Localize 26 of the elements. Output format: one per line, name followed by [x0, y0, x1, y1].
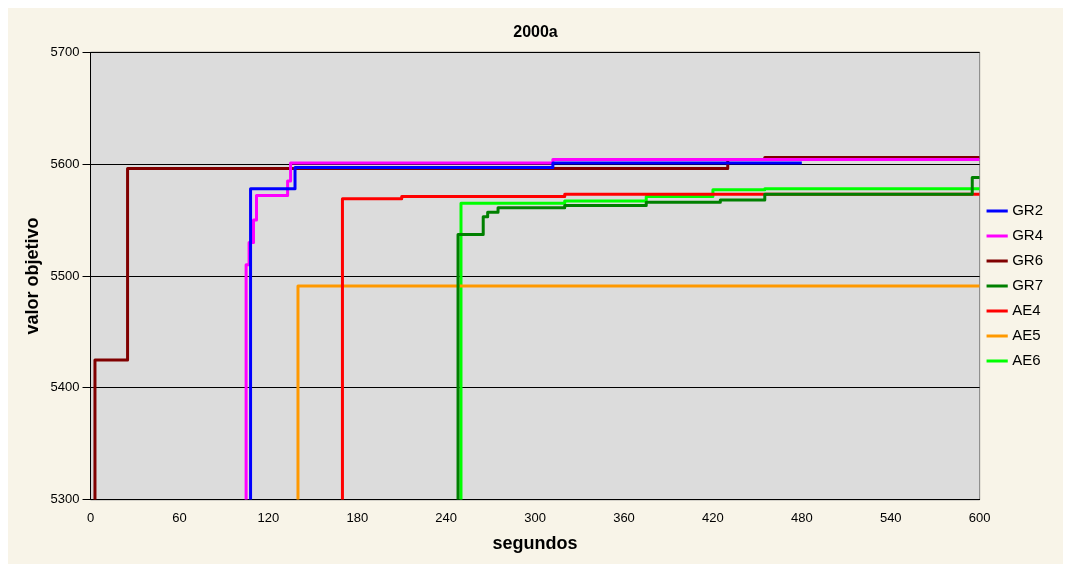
legend-label: AE4 [1012, 301, 1041, 319]
x-tick-label: 60 [172, 510, 187, 526]
x-tick-label: 600 [968, 510, 991, 526]
legend-label: GR4 [1012, 226, 1043, 244]
x-tick-label: 540 [879, 510, 902, 526]
legend-label: AE5 [1012, 326, 1041, 344]
y-tick-label: 5400 [50, 379, 80, 395]
x-tick-label: 120 [257, 510, 280, 526]
y-tick-label: 5500 [50, 267, 80, 283]
y-tick-label: 5600 [50, 155, 80, 171]
x-tick-label: 300 [524, 510, 546, 526]
y-tick-label: 5700 [50, 43, 80, 59]
x-tick-label: 0 [86, 510, 95, 526]
y-tick-label: 5300 [50, 491, 80, 507]
chart-title: 2000a [513, 23, 558, 41]
legend-label: GR2 [1012, 201, 1043, 219]
x-tick-label: 420 [702, 510, 724, 526]
x-axis-title: segundos [492, 533, 578, 554]
y-axis-title: valor objetivo [21, 217, 42, 335]
legend-label: GR7 [1012, 276, 1043, 294]
legend-label: GR6 [1012, 251, 1043, 269]
x-tick-label: 240 [435, 510, 458, 526]
x-tick-label: 180 [346, 510, 369, 526]
x-tick-label: 360 [613, 510, 635, 526]
x-tick-label: 480 [790, 510, 813, 526]
legend-label: AE6 [1012, 351, 1041, 369]
